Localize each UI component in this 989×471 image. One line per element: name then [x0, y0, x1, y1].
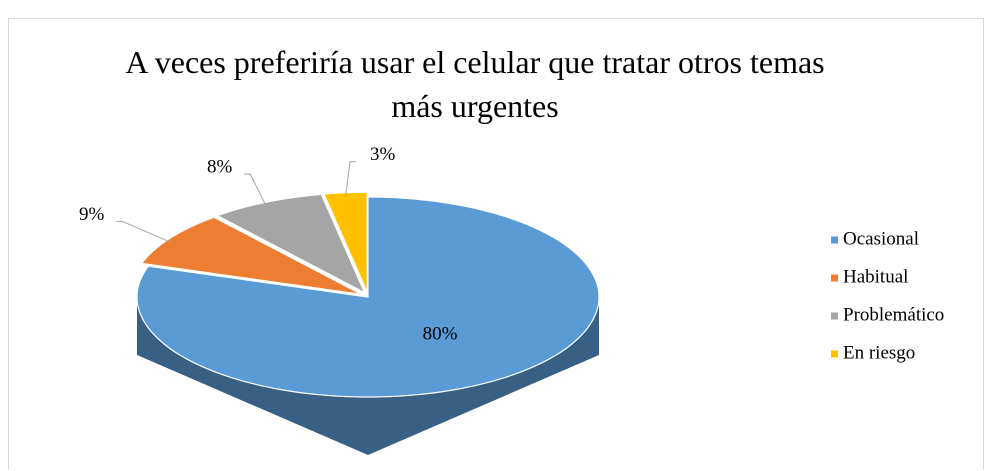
legend-swatch [831, 274, 838, 282]
legend-label: En riesgo [843, 342, 915, 363]
legend-label: Problemático [843, 304, 944, 325]
leader-line [244, 173, 267, 207]
data-label: 9% [79, 204, 105, 225]
slice-side [137, 297, 599, 455]
chart-frame [8, 18, 984, 470]
legend-swatch [831, 312, 838, 320]
leader-line [116, 220, 171, 243]
slice [140, 216, 362, 295]
legend-label: Habitual [843, 266, 908, 287]
legend-label: Ocasional [843, 228, 919, 249]
chart-title: A veces preferiría usar el celular que t… [125, 44, 825, 124]
slice [136, 196, 600, 398]
data-label: 80% [423, 323, 458, 344]
legend-swatch [831, 236, 838, 244]
legend-swatch [831, 350, 838, 358]
leader-line [345, 161, 357, 197]
slice [323, 191, 368, 293]
data-label: 3% [370, 144, 396, 165]
data-label: 8% [207, 156, 233, 177]
slice [215, 193, 366, 294]
